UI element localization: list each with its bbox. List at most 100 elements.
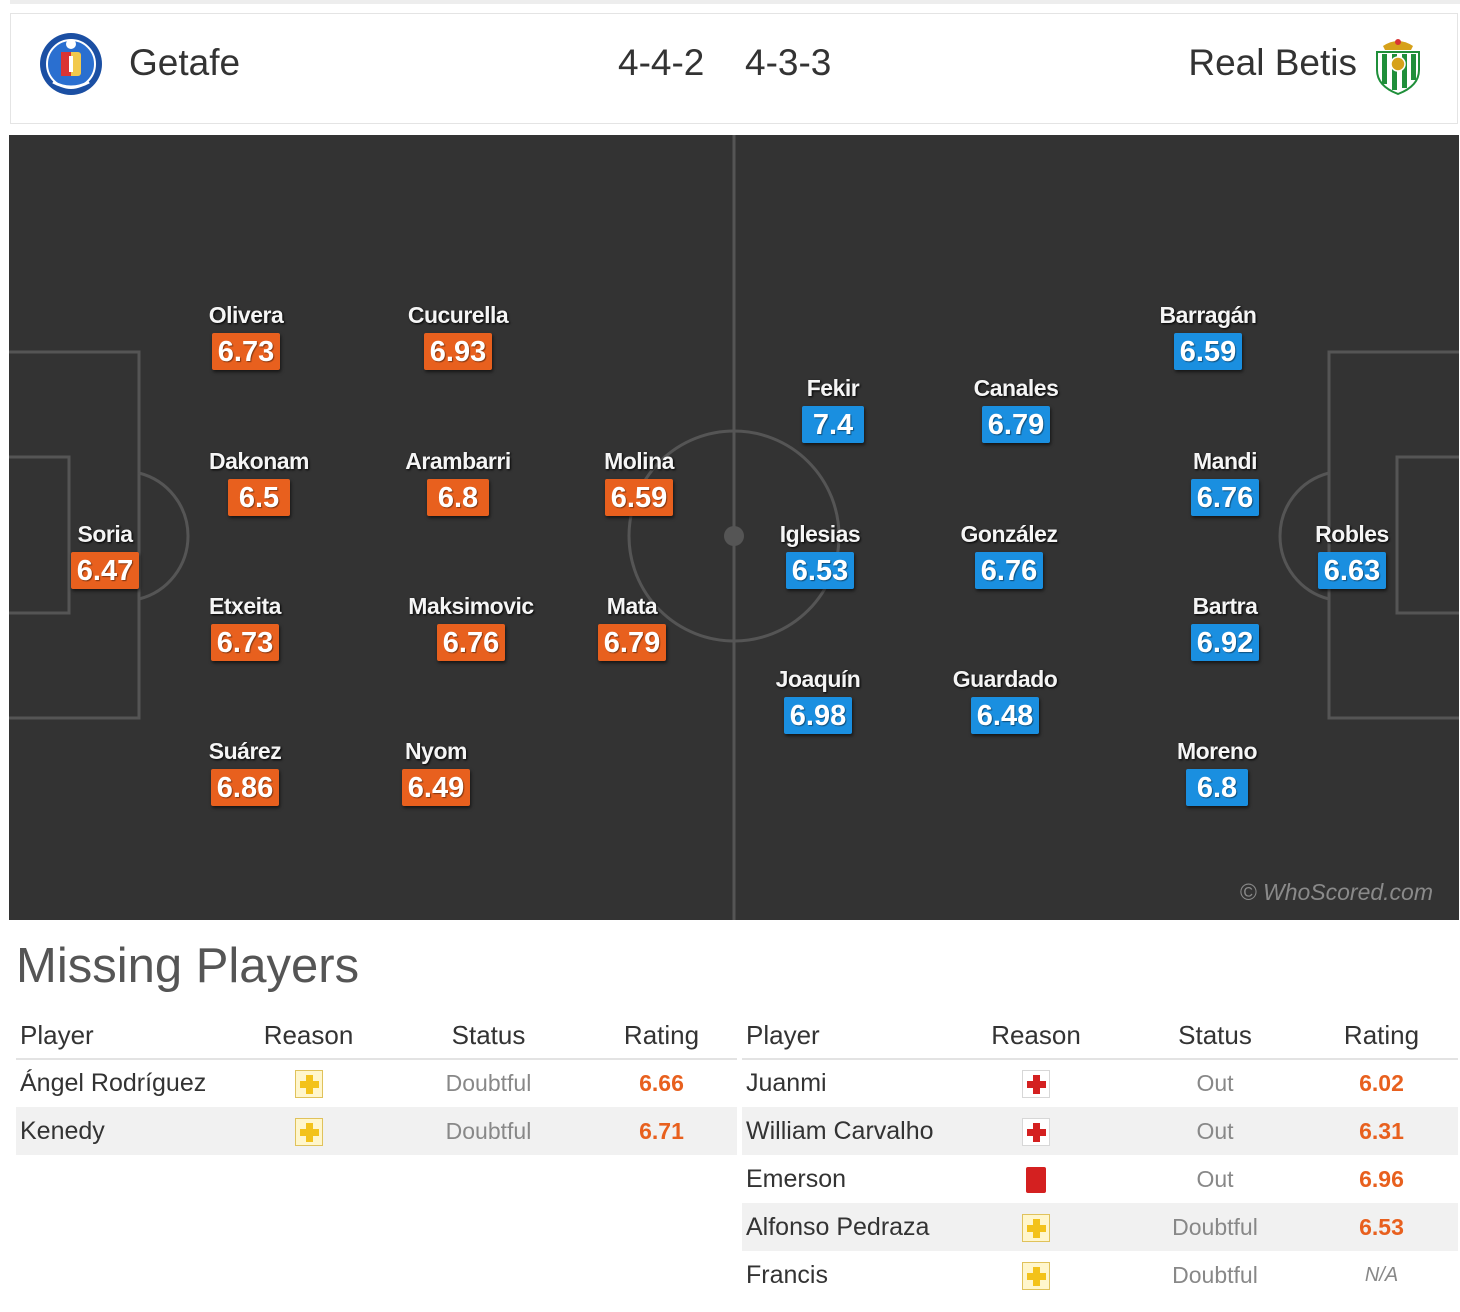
pitch: Soria 6.47 Olivera 6.73 Dakonam 6.5 Etxe… [9,135,1459,920]
player-link[interactable]: William Carvalho [742,1107,947,1155]
away-player[interactable]: Fekir 7.4 [758,375,908,443]
top-divider [10,0,1460,4]
player-name: Molina [604,448,674,474]
pitch-markings [9,135,1459,920]
status: Out [1125,1107,1305,1155]
rating: N/A [1364,1263,1399,1286]
column-header-status[interactable]: Status [1125,1012,1305,1060]
home-player[interactable]: Molina 6.59 [564,448,714,516]
away-player[interactable]: Barragán 6.59 [1133,302,1283,370]
player-rating: 6.63 [1317,552,1387,589]
player-rating: 6.86 [210,769,280,806]
column-header-rating[interactable]: Rating [1305,1012,1458,1060]
player-name: Dakonam [208,448,310,474]
away-player[interactable]: Bartra 6.92 [1150,593,1300,661]
home-player[interactable]: Arambarri 6.8 [383,448,533,516]
home-team-name[interactable]: Getafe [129,42,241,83]
player-rating: 6.76 [436,624,506,661]
player-link[interactable]: Ángel Rodríguez [20,1069,207,1097]
player-link[interactable]: Francis [746,1260,828,1289]
home-player[interactable]: Olivera 6.73 [171,302,321,370]
player-name: Barragán [1159,302,1257,328]
player-rating: 6.49 [401,769,471,806]
player-name: Suárez [208,738,282,764]
player-link[interactable]: Kenedy [16,1107,226,1155]
home-player[interactable]: Cucurella 6.93 [383,302,533,370]
player-name: Olivera [208,302,284,328]
home-player[interactable]: Mata 6.79 [557,593,707,661]
player-name: Cucurella [407,302,509,328]
player-name: Mandi [1193,448,1257,474]
injury-icon [1022,1117,1050,1146]
away-player[interactable]: Mandi 6.76 [1150,448,1300,516]
player-link[interactable]: Juanmi [746,1069,827,1097]
column-header-status[interactable]: Status [391,1012,586,1060]
table-row: Juanmi Out 6.02 [742,1059,1458,1107]
status: Out [1196,1165,1234,1192]
doubtful-icon [1022,1213,1050,1242]
player-rating: 6.92 [1190,624,1260,661]
player-rating: 6.79 [981,406,1051,443]
player-rating: 6.93 [423,333,493,370]
player-rating: 6.8 [1186,769,1248,806]
home-player[interactable]: Maksimovic 6.76 [396,593,546,661]
table-row: Francis Doubtful N/A [742,1251,1458,1299]
column-header-rating[interactable]: Rating [586,1012,737,1060]
player-name: Fekir [806,375,860,401]
real-betis-crest-icon[interactable] [1367,36,1429,96]
rating: 6.71 [586,1107,737,1155]
away-player[interactable]: González 6.76 [934,521,1084,589]
player-link[interactable]: Emerson [746,1164,847,1193]
away-player[interactable]: Guardado 6.48 [930,666,1080,734]
player-name: Soria [77,521,133,547]
away-player[interactable]: Robles 6.63 [1277,521,1427,589]
table-row: Alfonso Pedraza Doubtful 6.53 [742,1203,1458,1251]
status: Doubtful [445,1070,532,1096]
rating: 6.02 [1359,1070,1404,1096]
player-name: Joaquín [775,666,861,692]
column-header-reason[interactable]: Reason [226,1012,391,1060]
missing-players-title: Missing Players [16,939,360,993]
player-name: Arambarri [405,448,511,474]
player-name: Guardado [952,666,1058,692]
rating: 6.66 [639,1070,684,1096]
player-name: Maksimovic [408,593,534,619]
column-header-player[interactable]: Player [16,1012,226,1060]
home-player[interactable]: Dakonam 6.5 [184,448,334,516]
player-name: Nyom [405,738,467,764]
player-link[interactable]: Alfonso Pedraza [742,1203,947,1251]
player-rating: 7.4 [802,406,864,443]
player-rating: 6.73 [210,624,280,661]
column-header-player[interactable]: Player [742,1012,947,1060]
status: Doubtful [1125,1203,1305,1251]
away-team-name[interactable]: Real Betis [1188,42,1357,83]
player-rating: 6.59 [1173,333,1243,370]
player-rating: 6.79 [597,624,667,661]
match-header: Getafe 4-4-2 4-3-3 Real Betis [10,13,1458,124]
player-name: Iglesias [779,521,861,547]
player-name: Moreno [1176,738,1258,764]
table-row: Kenedy Doubtful 6.71 [16,1107,737,1155]
away-player[interactable]: Moreno 6.8 [1142,738,1292,806]
column-header-reason[interactable]: Reason [947,1012,1125,1060]
away-player[interactable]: Iglesias 6.53 [745,521,895,589]
doubtful-icon [294,1070,323,1099]
red-card-icon [1026,1166,1046,1193]
home-player[interactable]: Etxeita 6.73 [170,593,320,661]
player-name: Mata [606,593,658,619]
away-player[interactable]: Canales 6.79 [941,375,1091,443]
table-row: William Carvalho Out 6.31 [742,1107,1458,1155]
doubtful-icon [294,1117,323,1146]
watermark: © WhoScored.com [1239,879,1433,905]
home-player[interactable]: Suárez 6.86 [170,738,320,806]
player-rating: 6.59 [604,479,674,516]
player-name: Etxeita [209,593,281,619]
player-name: González [960,521,1058,547]
player-rating: 6.8 [427,479,489,516]
home-player[interactable]: Soria 6.47 [30,521,180,589]
doubtful-icon [1022,1261,1050,1290]
away-player[interactable]: Joaquín 6.98 [743,666,893,734]
getafe-crest-icon[interactable] [39,32,103,96]
player-rating: 6.76 [1190,479,1260,516]
home-player[interactable]: Nyom 6.49 [361,738,511,806]
